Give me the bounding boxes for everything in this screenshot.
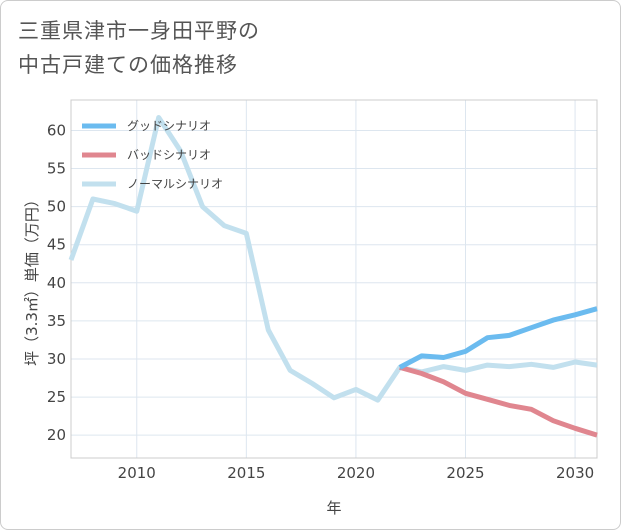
series-lines	[68, 115, 598, 438]
series-line-1	[399, 364, 598, 438]
y-tick-label: 25	[47, 388, 66, 406]
x-tick-label: 2015	[227, 464, 265, 482]
legend-label: バッドシナリオ	[127, 148, 211, 162]
series-line-2	[68, 115, 598, 403]
title-line-2: 中古戸建ての価格推移	[18, 53, 238, 77]
y-tick-label: 35	[47, 312, 66, 330]
grid	[71, 100, 597, 458]
x-tick-label: 2020	[337, 464, 375, 482]
x-axis-title: 年	[326, 499, 341, 517]
legend-label: ノーマルシナリオ	[127, 177, 223, 191]
y-tick-label: 60	[47, 121, 66, 139]
legend-label: グッドシナリオ	[127, 119, 211, 133]
series-line-0	[398, 306, 598, 370]
y-tick-label: 45	[47, 236, 66, 254]
y-tick-label: 30	[47, 350, 66, 368]
plot-area	[70, 99, 598, 459]
title-line-1: 三重県津市一身田平野の	[18, 19, 260, 43]
y-tick-label: 50	[47, 198, 66, 216]
y-axis-ticks: 20 25 30 35 40 45 50 55 60	[47, 121, 66, 444]
y-axis-title: 坪（3.3㎡）単価（万円）	[23, 192, 41, 366]
x-tick-label: 2025	[446, 464, 484, 482]
y-tick-label: 40	[47, 274, 66, 292]
chart-title: 三重県津市一身田平野の 中古戸建ての価格推移	[18, 14, 260, 82]
x-tick-label: 2030	[556, 464, 594, 482]
x-axis-ticks: 2010 2015 2020 2025 2030	[118, 464, 595, 482]
y-tick-label: 55	[47, 160, 66, 178]
y-tick-label: 20	[47, 426, 66, 444]
x-tick-label: 2010	[118, 464, 156, 482]
